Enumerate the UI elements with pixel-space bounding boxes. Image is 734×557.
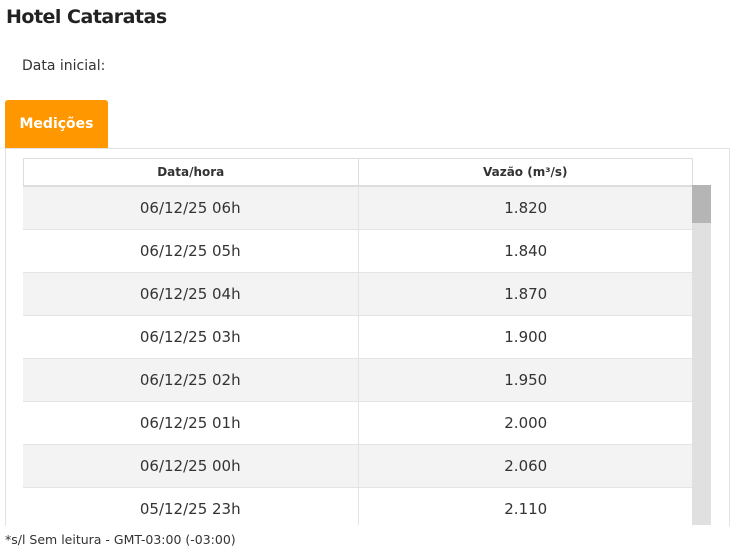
header-datetime[interactable]: Data/hora: [157, 165, 225, 179]
tab-medicoes[interactable]: Medições: [5, 100, 108, 148]
table-row: 05/12/25 23h 2.110: [23, 488, 693, 525]
flow-cell: 2.060: [357, 445, 694, 487]
flow-cell: 1.820: [357, 187, 694, 229]
flow-cell: 2.000: [357, 402, 694, 444]
flow-cell: 1.870: [357, 273, 694, 315]
table-row: 06/12/25 03h 1.900: [23, 316, 693, 359]
footnote: *s/l Sem leitura - GMT-03:00 (-03:00): [5, 532, 236, 547]
table-row: 06/12/25 06h 1.820: [23, 187, 693, 230]
start-date-label: Data inicial:: [22, 58, 106, 74]
datetime-cell: 06/12/25 03h: [139, 328, 241, 346]
table-header: Data/hora Vazão (m³/s): [23, 158, 693, 187]
datetime-cell: 05/12/25 23h: [139, 500, 241, 518]
page-title: Hotel Cataratas: [6, 6, 167, 28]
datetime-cell: 06/12/25 01h: [139, 414, 241, 432]
table-row: 06/12/25 01h 2.000: [23, 402, 693, 445]
table-row: 06/12/25 02h 1.950: [23, 359, 693, 402]
scrollbar[interactable]: [692, 185, 711, 525]
table-row: 06/12/25 04h 1.870: [23, 273, 693, 316]
scrollbar-thumb[interactable]: [692, 185, 711, 223]
datetime-cell: 06/12/25 00h: [139, 457, 241, 475]
flow-cell: 1.950: [357, 359, 694, 401]
header-flow[interactable]: Vazão (m³/s): [357, 159, 693, 185]
datetime-cell: 06/12/25 05h: [139, 242, 241, 260]
flow-cell: 2.110: [357, 488, 694, 525]
datetime-cell: 06/12/25 02h: [139, 371, 241, 389]
table-row: 06/12/25 05h 1.840: [23, 230, 693, 273]
flow-cell: 1.900: [357, 316, 694, 358]
measurements-table: Data/hora Vazão (m³/s) 06/12/25 06h 1.820…: [23, 158, 693, 525]
table-row: 06/12/25 00h 2.060: [23, 445, 693, 488]
datetime-cell: 06/12/25 04h: [139, 285, 241, 303]
tab-panel: [5, 148, 730, 526]
datetime-cell: 06/12/25 06h: [139, 199, 241, 217]
flow-cell: 1.840: [357, 230, 694, 272]
